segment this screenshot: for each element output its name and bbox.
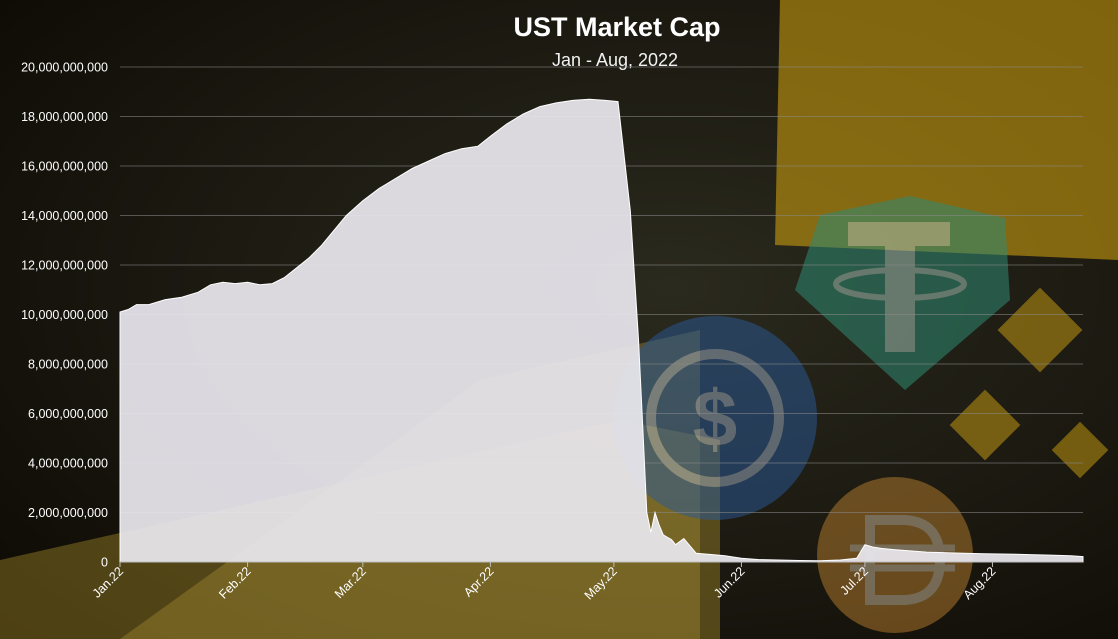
background-yellow-panel xyxy=(775,0,1118,260)
chart-title: UST Market Cap xyxy=(513,12,720,42)
x-axis: Jan.22 Feb.22 Mar.22 Apr.22 May.22 Jun.22 Jul.… xyxy=(90,561,1083,602)
y-tick-label: 14,000,000,000 xyxy=(21,209,108,223)
y-tick-label: 12,000,000,000 xyxy=(21,259,108,273)
x-tick-label: Jan.22 xyxy=(90,564,126,600)
y-tick-label: 4,000,000,000 xyxy=(28,457,108,471)
x-tick-label: May.22 xyxy=(582,564,620,602)
y-tick-label: 2,000,000,000 xyxy=(28,506,108,520)
tether-logo-icon xyxy=(795,196,1010,390)
chart-subtitle: Jan - Aug, 2022 xyxy=(552,50,678,70)
y-tick-label: 16,000,000,000 xyxy=(21,160,108,174)
y-tick-label: 6,000,000,000 xyxy=(28,407,108,421)
y-tick-label: 20,000,000,000 xyxy=(21,61,108,75)
x-tick-label: Aug.22 xyxy=(961,564,999,602)
x-tick-label: Apr.22 xyxy=(461,564,496,599)
y-tick-label: 0 xyxy=(101,556,108,570)
x-tick-label: Jul.22 xyxy=(838,564,872,598)
y-tick-label: 10,000,000,000 xyxy=(21,308,108,322)
svg-text:$: $ xyxy=(693,374,738,463)
usdc-logo-icon: $ xyxy=(613,316,817,520)
y-axis: 0 2,000,000,000 4,000,000,000 6,000,000,000… xyxy=(21,61,108,570)
y-tick-label: 8,000,000,000 xyxy=(28,358,108,372)
market-cap-area xyxy=(119,98,1084,563)
area-series xyxy=(119,98,1084,563)
x-tick-label: Jun.22 xyxy=(711,564,747,600)
x-tick-label: Mar.22 xyxy=(332,564,369,601)
y-tick-label: 18,000,000,000 xyxy=(21,110,108,124)
x-tick-label: Feb.22 xyxy=(216,564,253,601)
